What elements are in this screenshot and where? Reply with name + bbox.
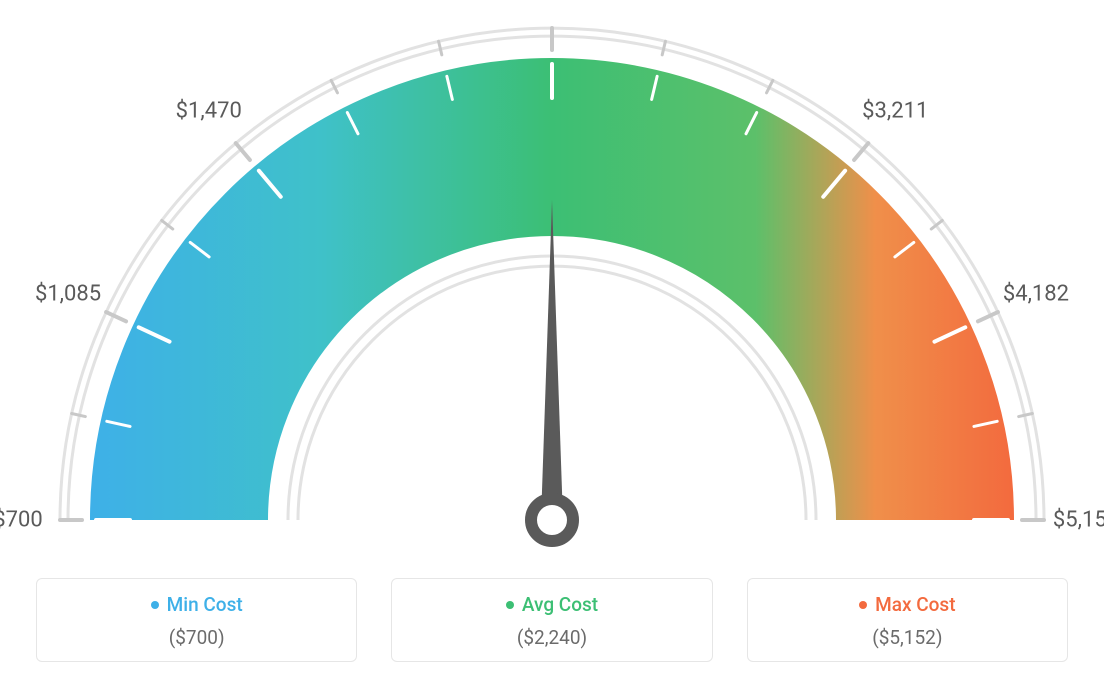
- gauge-tick-label: $5,152: [1053, 508, 1104, 533]
- gauge-tick-label: $3,211: [862, 98, 928, 123]
- gauge-tick-label: $700: [0, 508, 43, 533]
- legend-label-min: Min Cost: [167, 593, 243, 616]
- legend-label-avg: Avg Cost: [522, 593, 598, 616]
- legend-title-min: Min Cost: [151, 593, 243, 616]
- legend-label-max: Max Cost: [875, 593, 955, 616]
- gauge-tick-label: $4,182: [1003, 282, 1069, 307]
- legend-dot-avg: [506, 601, 514, 609]
- legend-value-max: ($5,152): [758, 626, 1057, 649]
- legend-value-min: ($700): [47, 626, 346, 649]
- legend-dot-max: [859, 601, 867, 609]
- legend-value-avg: ($2,240): [402, 626, 701, 649]
- gauge-tick-label: $1,085: [35, 282, 101, 307]
- gauge-chart: $700$1,085$1,470$2,240$3,211$4,182$5,152: [0, 0, 1104, 560]
- gauge-svg: [0, 0, 1104, 560]
- legend-row: Min Cost ($700) Avg Cost ($2,240) Max Co…: [0, 578, 1104, 662]
- legend-card-avg: Avg Cost ($2,240): [391, 578, 712, 662]
- legend-dot-min: [151, 601, 159, 609]
- legend-title-max: Max Cost: [859, 593, 955, 616]
- cost-gauge-widget: $700$1,085$1,470$2,240$3,211$4,182$5,152…: [0, 0, 1104, 690]
- legend-card-min: Min Cost ($700): [36, 578, 357, 662]
- legend-title-avg: Avg Cost: [506, 593, 598, 616]
- gauge-tick-label: $1,470: [176, 98, 242, 123]
- legend-card-max: Max Cost ($5,152): [747, 578, 1068, 662]
